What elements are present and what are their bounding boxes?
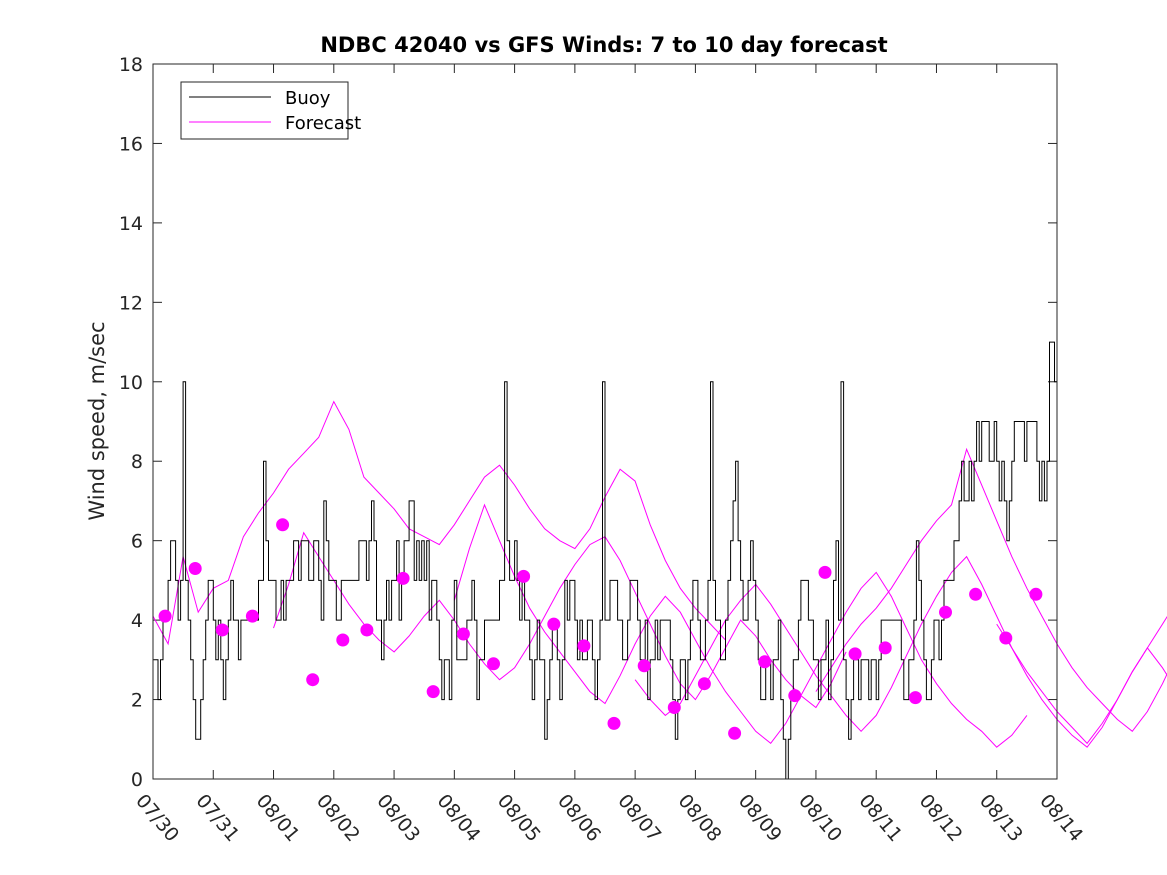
forecast-point (188, 562, 202, 575)
y-tick-label: 10 (119, 372, 143, 394)
forecast-line-3 (634, 555, 1167, 748)
y-tick-label: 8 (131, 451, 143, 473)
y-tick-label: 4 (131, 610, 143, 632)
forecast-point (607, 716, 621, 730)
forecast-point (158, 609, 172, 623)
forecast-point (878, 641, 892, 655)
forecast-point (758, 655, 772, 669)
forecast-point (818, 565, 832, 579)
forecast-point (577, 639, 591, 653)
forecast-point (848, 647, 862, 661)
forecast-point (360, 623, 374, 637)
legend-box (180, 81, 349, 140)
forecast-point (396, 571, 410, 585)
forecast-point (215, 623, 229, 637)
y-tick-label: 12 (119, 292, 143, 314)
forecast-point (908, 691, 922, 705)
forecast-point (728, 726, 742, 740)
legend: Buoy Forecast (180, 81, 361, 140)
forecast-point (939, 605, 952, 619)
legend-label-forecast: Forecast (285, 113, 361, 134)
axes-box (152, 63, 1058, 780)
forecast-point (517, 569, 531, 583)
forecast-point (667, 701, 681, 714)
forecast-point (1029, 587, 1043, 601)
y-axis-ticks: 0 2 4 6 8 10 12 14 16 18 (119, 54, 1057, 791)
y-tick-label: 18 (119, 54, 143, 76)
y-tick-label: 14 (119, 213, 143, 235)
series-layer (152, 341, 1167, 780)
forecast-line-0 (152, 400, 726, 646)
forecast-line-5 (996, 616, 1167, 745)
forecast-point (487, 657, 500, 671)
y-tick-label: 6 (131, 531, 143, 553)
forecast-point (999, 631, 1013, 645)
y-tick-label: 16 (119, 133, 143, 155)
forecast-point (306, 673, 320, 687)
buoy-line (153, 341, 1058, 780)
forecast-point (336, 633, 350, 647)
forecast-point (426, 685, 440, 699)
forecast-point (788, 689, 802, 703)
forecast-point (969, 587, 983, 601)
y-axis-label: Wind speed, m/sec (85, 321, 109, 520)
forecast-point (456, 627, 470, 641)
legend-label-buoy: Buoy (285, 88, 331, 109)
forecast-point (547, 617, 561, 631)
forecast-point (245, 609, 259, 623)
forecast-point (276, 518, 290, 532)
forecast-point (637, 659, 651, 673)
y-tick-label: 2 (131, 690, 143, 712)
forecast-point (697, 677, 711, 691)
forecast-line-4 (815, 447, 1167, 733)
y-tick-label: 0 (131, 769, 143, 791)
chart-title: NDBC 42040 vs GFS Winds: 7 to 10 day for… (320, 33, 887, 57)
